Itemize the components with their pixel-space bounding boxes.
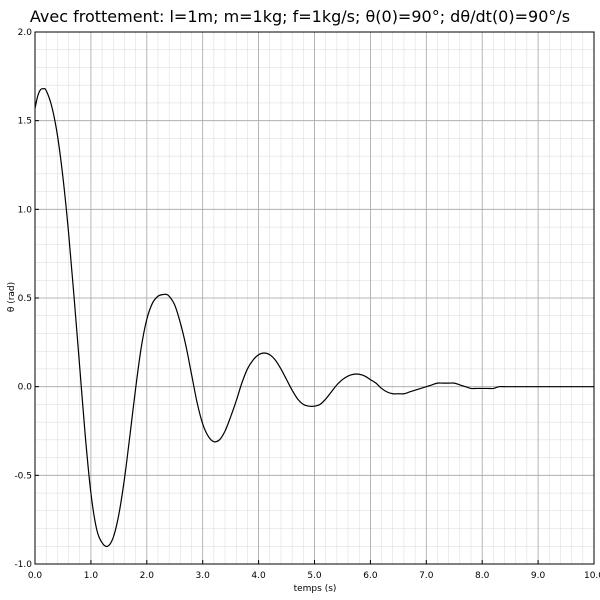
x-tick-label: 7.0 xyxy=(419,571,434,581)
x-tick-label: 1.0 xyxy=(84,571,99,581)
y-tick-label: -0.5 xyxy=(14,471,32,481)
x-tick-label: 5.0 xyxy=(307,571,322,581)
y-tick-label: 1.5 xyxy=(18,117,32,127)
y-tick-label: 0.0 xyxy=(18,383,33,393)
x-tick-label: 8.0 xyxy=(475,571,490,581)
y-tick-label: 2.0 xyxy=(18,28,33,38)
x-tick-label: 9.0 xyxy=(531,571,546,581)
x-tick-label: 2.0 xyxy=(140,571,155,581)
x-tick-label: 4.0 xyxy=(251,571,266,581)
x-tick-label: 6.0 xyxy=(363,571,378,581)
x-tick-label: 10.0 xyxy=(584,571,600,581)
x-axis-label: temps (s) xyxy=(293,584,337,594)
x-tick-label: 3.0 xyxy=(196,571,211,581)
y-tick-label: 1.0 xyxy=(18,205,33,215)
y-tick-label: -1.0 xyxy=(14,560,32,570)
series-line xyxy=(34,87,594,548)
y-tick-label: 0.5 xyxy=(18,294,32,304)
y-axis-label: θ (rad) xyxy=(7,281,17,313)
chart-title: Avec frottement: l=1m; m=1kg; f=1kg/s; θ… xyxy=(29,7,571,26)
x-tick-label: 0.0 xyxy=(28,571,43,581)
